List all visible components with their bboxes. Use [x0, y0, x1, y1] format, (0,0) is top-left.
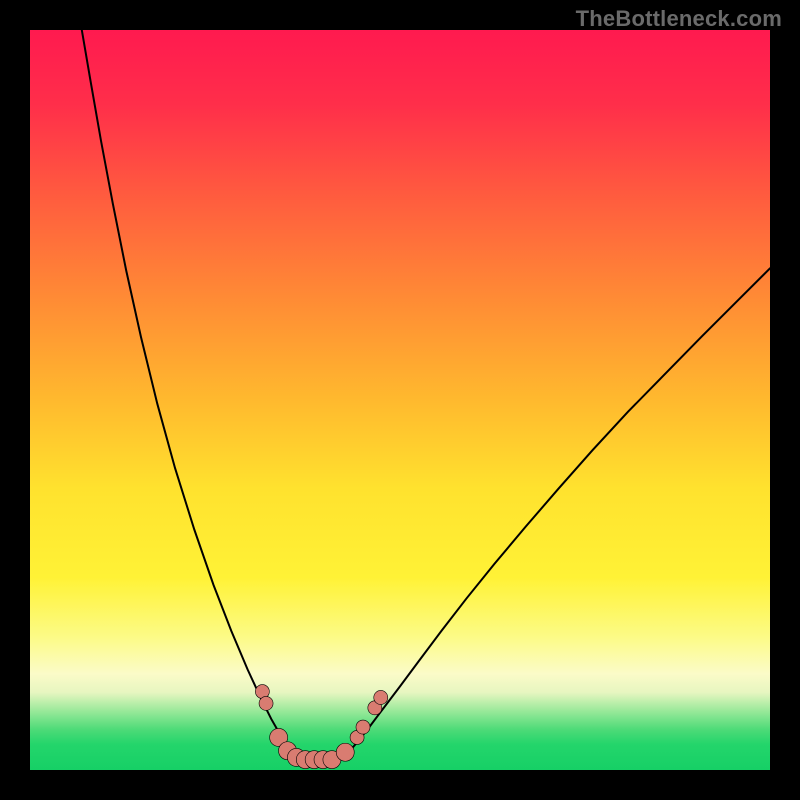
plot-svg	[30, 30, 770, 770]
data-marker	[374, 690, 388, 704]
data-marker	[336, 743, 354, 761]
chart-frame: TheBottleneck.com	[0, 0, 800, 800]
data-marker	[356, 720, 370, 734]
watermark-text: TheBottleneck.com	[576, 6, 782, 32]
gradient-background	[30, 30, 770, 770]
data-marker	[259, 696, 273, 710]
plot-area	[30, 30, 770, 770]
